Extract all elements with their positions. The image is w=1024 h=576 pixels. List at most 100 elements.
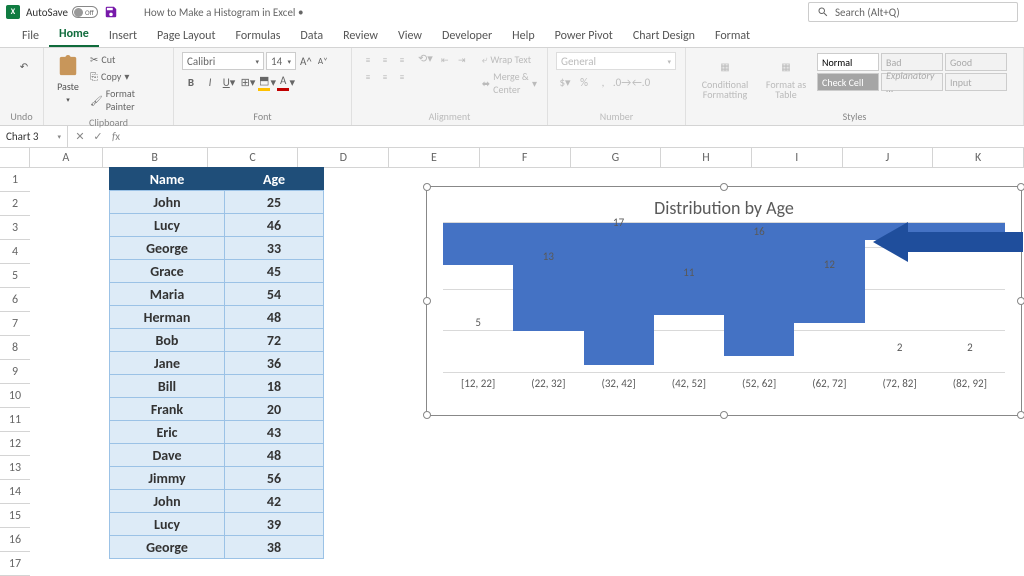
table-cell[interactable]: 39 — [224, 512, 324, 536]
format-painter-button[interactable]: 🖌 Format Painter — [88, 86, 165, 114]
table-cell[interactable]: Lucy — [109, 512, 225, 536]
table-cell[interactable]: 36 — [224, 351, 324, 375]
table-cell[interactable]: Jimmy — [109, 466, 225, 490]
tab-insert[interactable]: Insert — [99, 25, 147, 47]
table-cell[interactable]: 25 — [224, 190, 324, 214]
table-cell[interactable]: Jane — [109, 351, 225, 375]
dec-decimal-button[interactable]: ←.0 — [632, 73, 650, 91]
indent-buttons[interactable]: ⇤⇥ — [437, 52, 470, 68]
style-cell[interactable]: Input — [945, 73, 1007, 91]
font-color-button[interactable]: A▾ — [277, 73, 295, 91]
row-headers[interactable]: 1234567891011121314151617 — [0, 168, 30, 576]
table-cell[interactable]: 45 — [224, 259, 324, 283]
font-name-select[interactable]: Calibri▾ — [182, 52, 264, 70]
table-header[interactable]: Age — [224, 167, 324, 191]
autosave-toggle[interactable]: Off — [72, 6, 98, 18]
grow-font-icon[interactable]: A^ — [298, 55, 314, 68]
tab-chart-design[interactable]: Chart Design — [623, 25, 705, 47]
table-cell[interactable]: 18 — [224, 374, 324, 398]
table-cell[interactable]: 48 — [224, 443, 324, 467]
format-as-table-button[interactable]: ▦Format as Table — [760, 52, 812, 102]
currency-button[interactable]: $▾ — [556, 73, 574, 91]
arrow-annotation[interactable] — [873, 217, 1023, 267]
table-cell[interactable]: Grace — [109, 259, 225, 283]
inc-decimal-button[interactable]: .0→ — [613, 73, 631, 91]
conditional-formatting-button[interactable]: ▦Conditional Formatting — [694, 52, 756, 102]
tab-home[interactable]: Home — [49, 23, 99, 47]
table-cell[interactable]: 48 — [224, 305, 324, 329]
font-size-select[interactable]: 14▾ — [266, 52, 296, 70]
merge-button[interactable]: ⬌ Merge & Center ▾ — [480, 69, 539, 97]
tab-developer[interactable]: Developer — [432, 25, 502, 47]
table-cell[interactable]: Bob — [109, 328, 225, 352]
style-cell[interactable]: Normal — [817, 53, 879, 71]
style-cell[interactable]: Check Cell — [817, 73, 879, 91]
table-cell[interactable]: Maria — [109, 282, 225, 306]
paste-button[interactable]: Paste▾ — [52, 52, 84, 106]
search-input[interactable]: Search (Alt+Q) — [808, 2, 1018, 22]
bold-button[interactable]: B — [182, 73, 200, 91]
table-header[interactable]: Name — [109, 167, 225, 191]
chart-object[interactable]: Distribution by Age 5131711161222 [12, 2… — [426, 186, 1022, 416]
table-cell[interactable]: 43 — [224, 420, 324, 444]
table-cell[interactable]: 56 — [224, 466, 324, 490]
tab-power-pivot[interactable]: Power Pivot — [545, 25, 623, 47]
tab-review[interactable]: Review — [333, 25, 388, 47]
table-cell[interactable]: Eric — [109, 420, 225, 444]
table-cell[interactable]: 33 — [224, 236, 324, 260]
table-cell[interactable]: Bill — [109, 374, 225, 398]
tab-view[interactable]: View — [388, 25, 432, 47]
name-box[interactable]: Chart 3▾ — [0, 126, 68, 147]
search-placeholder: Search (Alt+Q) — [835, 6, 900, 19]
wrap-text-button[interactable]: ⤶ Wrap Text — [480, 52, 539, 67]
table-cell[interactable]: 46 — [224, 213, 324, 237]
italic-button[interactable]: I — [201, 73, 219, 91]
column-headers[interactable]: ABCDEFGHIJK — [30, 148, 1024, 168]
table-cell[interactable]: John — [109, 489, 225, 513]
shrink-font-icon[interactable]: A˅ — [316, 56, 330, 67]
fx-icon[interactable]: fx — [108, 130, 124, 143]
tab-file[interactable]: File — [12, 25, 49, 47]
tab-data[interactable]: Data — [290, 25, 333, 47]
table-cell[interactable]: 38 — [224, 535, 324, 559]
undo-button[interactable]: ↶ — [8, 52, 40, 80]
fill-color-button[interactable]: ⬒▾ — [258, 73, 276, 91]
table-cell[interactable]: George — [109, 236, 225, 260]
search-icon — [817, 6, 829, 18]
cancel-formula-icon[interactable]: ✕ — [72, 130, 88, 143]
table-cell[interactable]: 72 — [224, 328, 324, 352]
ribbon-tabs: FileHomeInsertPage LayoutFormulasDataRev… — [0, 24, 1024, 48]
style-cell[interactable]: Good — [945, 53, 1007, 71]
app-icon: X — [6, 5, 20, 19]
number-format-select[interactable]: General▾ — [556, 52, 676, 70]
tab-page-layout[interactable]: Page Layout — [147, 25, 225, 47]
copy-button[interactable]: ⎘ Copy ▾ — [88, 69, 165, 84]
table-cell[interactable]: 42 — [224, 489, 324, 513]
table-cell[interactable]: Dave — [109, 443, 225, 467]
table-cell[interactable]: George — [109, 535, 225, 559]
cut-button[interactable]: ✂ Cut — [88, 52, 165, 67]
table-cell[interactable]: Frank — [109, 397, 225, 421]
select-all-corner[interactable] — [0, 148, 30, 168]
percent-button[interactable]: % — [575, 73, 593, 91]
table-cell[interactable]: 20 — [224, 397, 324, 421]
align-grid[interactable]: ≡≡≡≡≡≡ — [360, 52, 410, 85]
tab-help[interactable]: Help — [502, 25, 545, 47]
tab-formulas[interactable]: Formulas — [225, 25, 290, 47]
comma-button[interactable]: , — [594, 73, 612, 91]
table-cell[interactable]: John — [109, 190, 225, 214]
orientation-button[interactable]: ⟲▾ — [418, 52, 433, 65]
cell-styles-gallery[interactable]: NormalBadGoodCheck CellExplanatory ...In… — [816, 52, 1008, 92]
enter-formula-icon[interactable]: ✓ — [90, 130, 106, 143]
save-icon[interactable] — [104, 5, 118, 19]
table-cell[interactable]: Herman — [109, 305, 225, 329]
table-cell[interactable]: 54 — [224, 282, 324, 306]
number-group-label: Number — [556, 108, 677, 123]
doc-title: How to Make a Histogram in Excel • — [144, 6, 303, 19]
tab-format[interactable]: Format — [705, 25, 760, 47]
style-cell[interactable]: Explanatory ... — [881, 73, 943, 91]
clipboard-group-label: Clipboard — [52, 114, 165, 129]
underline-button[interactable]: U▾ — [220, 73, 238, 91]
border-button[interactable]: ⊞▾ — [239, 73, 257, 91]
table-cell[interactable]: Lucy — [109, 213, 225, 237]
